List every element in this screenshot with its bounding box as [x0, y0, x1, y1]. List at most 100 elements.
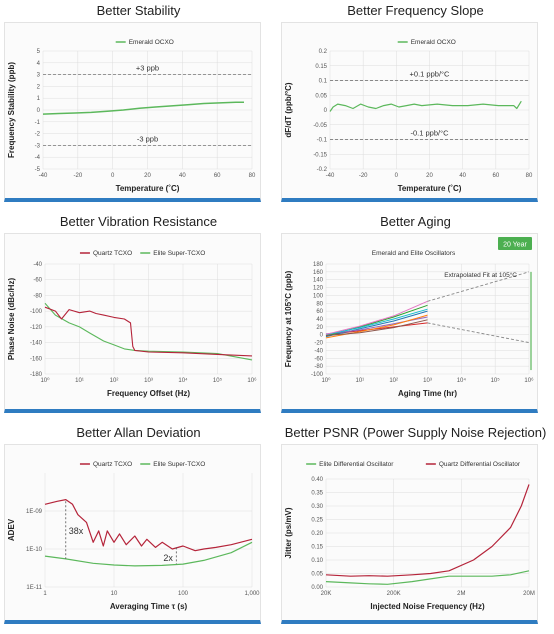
- y-axis-label: Jitter (ps/mV): [284, 507, 293, 558]
- y-tick-label: 0.05: [315, 93, 327, 99]
- aging-trace: [325, 310, 428, 338]
- y-tick-label: -140: [30, 341, 43, 347]
- x-axis-label: Temperature (˚C): [398, 184, 462, 193]
- twenty-year-badge: [498, 237, 532, 250]
- x-tick-label: 2M: [457, 591, 465, 597]
- twenty-year-badge-label: 20 Year: [503, 242, 527, 249]
- panel-vibration: Better Vibration Resistance -40 -60 -80 -10…: [0, 211, 277, 422]
- y-axis-label: dF/dT (ppb/°C): [284, 82, 293, 138]
- x-tick-label: 60: [492, 173, 499, 179]
- x-axis-label: Aging Time (hr): [398, 389, 457, 398]
- y-tick-label: -120: [30, 325, 43, 331]
- y-tick-label: 0: [37, 108, 41, 114]
- x-tick-label: -40: [326, 173, 335, 179]
- y-tick-label: -180: [30, 372, 43, 378]
- y-tick-label: 0.05: [311, 572, 323, 578]
- x-tick-label: 10¹: [75, 378, 84, 384]
- x-tick-label: 10⁰: [40, 377, 50, 384]
- y-tick-label: 40: [316, 317, 323, 323]
- y-tick-label: 120: [313, 286, 324, 292]
- legend-label: Quartz TCXO: [93, 250, 132, 257]
- stability-chart: -5 -4 -3 -2 -1 0 1 2 3 4 5 -40 -20 0 20 40 60 80 Temperatu…: [7, 39, 256, 193]
- chart-title: Better PSNR (Power Supply Noise Rejectio…: [284, 425, 547, 440]
- y-tick-label: -0.1: [317, 138, 328, 144]
- x-tick-label: 40: [459, 173, 466, 179]
- panel-allan-deviation: Better Allan Deviation 1E-09 1E-10 1E-11 1 1…: [0, 422, 277, 633]
- panel-psnr: Better PSNR (Power Supply Noise Rejectio…: [277, 422, 554, 633]
- y-tick-label: 140: [313, 278, 324, 284]
- y-tick-label: 1E-11: [26, 585, 42, 591]
- series-line-quartz-tcxo: [44, 498, 253, 552]
- y-tick-label: 160: [313, 270, 324, 276]
- chart-title: Better Aging: [380, 214, 451, 229]
- x-tick-label: 80: [249, 173, 256, 179]
- x-tick-label: 10⁴: [178, 377, 188, 384]
- limit-annotation: -0.1 ppb/°C: [410, 129, 449, 138]
- y-axis-label: Frequency at 105°C (ppb): [284, 270, 293, 367]
- x-tick-label: 10²: [110, 378, 119, 384]
- x-tick-label: 10⁰: [321, 377, 331, 384]
- aging-trace: [325, 308, 428, 336]
- x-tick-label: 200K: [387, 591, 401, 597]
- x-tick-label: 10⁵: [213, 377, 223, 384]
- chart-title: Better Stability: [96, 3, 181, 18]
- y-tick-label: 0.30: [311, 504, 323, 510]
- chart-title: Better Frequency Slope: [347, 3, 484, 18]
- chart-card: -5 -4 -3 -2 -1 0 1 2 3 4 5 -40 -20 0 20 40 60 80 Temperatu…: [4, 22, 261, 202]
- chart-subtitle: Emerald and Elite Oscillators: [372, 250, 456, 257]
- y-tick-label: 100: [313, 293, 324, 299]
- limit-annotation: +0.1 ppb/°C: [410, 70, 450, 79]
- limit-annotation: -3 ppb: [137, 134, 158, 143]
- y-tick-label: -2: [35, 132, 41, 138]
- y-tick-label: -80: [33, 293, 42, 299]
- x-tick-label: -20: [73, 173, 82, 179]
- chart-card: -40 -60 -80 -100 -120 -140 -160 -180 10⁰ 10¹ 10² 10…: [4, 233, 261, 413]
- y-tick-label: -4: [35, 155, 41, 161]
- x-tick-label: 0: [395, 173, 399, 179]
- y-tick-label: -100: [311, 372, 324, 378]
- series-line-quartz-tcxo: [44, 306, 253, 357]
- y-tick-label: -1: [35, 120, 41, 126]
- x-tick-label: 60: [214, 173, 221, 179]
- y-axis-label: ADEV: [7, 518, 16, 541]
- y-tick-label: 1E-09: [26, 509, 43, 515]
- y-axis-label: Frequency Stability (ppb): [7, 62, 16, 158]
- y-tick-label: -100: [30, 309, 43, 315]
- x-tick-label: 10⁶: [524, 377, 534, 384]
- x-tick-label: 10²: [389, 378, 398, 384]
- y-tick-label: 0.35: [311, 491, 323, 497]
- series-line-emerald-ocxo: [329, 100, 522, 112]
- chart-card: -0.2 -0.15 -0.1 -0.05 0 0.05 0.1 0.15 0.2 -40 -20 0…: [281, 22, 538, 202]
- y-tick-label: 2: [37, 84, 41, 90]
- y-tick-label: 180: [313, 262, 324, 268]
- extrapolation-annotation: Extrapolated Fit at 105°C: [444, 271, 517, 279]
- y-tick-label: -60: [314, 356, 323, 362]
- aging-trace: [325, 319, 428, 336]
- series-line-elite-super-tcxo: [44, 302, 253, 361]
- series-line-quartz-differential: [325, 484, 530, 577]
- y-tick-label: -60: [33, 278, 42, 284]
- x-tick-label: 20: [426, 173, 433, 179]
- chart-card: 0.40 0.35 0.30 0.25 0.20 0.15 0.10 0.05 0.00 20K 2…: [281, 444, 538, 624]
- y-tick-label: 60: [316, 309, 323, 315]
- series-line-emerald-ocxo: [42, 101, 244, 115]
- y-tick-label: 80: [316, 301, 323, 307]
- x-tick-label: 0: [111, 173, 115, 179]
- chart-title: Better Vibration Resistance: [59, 214, 218, 229]
- y-tick-label: 0: [324, 108, 328, 114]
- y-tick-label: 0: [320, 333, 324, 339]
- y-tick-label: 0.40: [311, 477, 323, 483]
- x-tick-label: 20: [144, 173, 151, 179]
- y-tick-label: 0.1: [319, 79, 328, 85]
- x-axis-label: Temperature (˚C): [116, 184, 180, 193]
- chart-title: Better Allan Deviation: [76, 425, 201, 440]
- x-tick-label: 1: [43, 591, 47, 597]
- x-tick-label: 10⁴: [457, 377, 467, 384]
- y-axis-label: Phase Noise (dBc/Hz): [7, 278, 16, 361]
- legend-label: Elite Super-TCXO: [153, 250, 205, 257]
- aging-trace: [325, 314, 428, 339]
- x-tick-label: 20M: [523, 591, 535, 597]
- aging-trace: [325, 300, 428, 335]
